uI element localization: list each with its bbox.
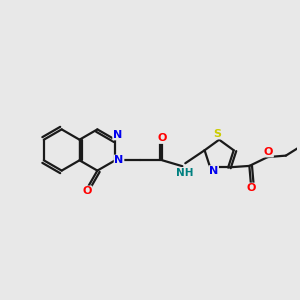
Text: O: O <box>82 186 92 196</box>
Text: O: O <box>246 183 256 193</box>
Text: N: N <box>209 166 218 176</box>
Text: S: S <box>214 129 222 139</box>
Text: O: O <box>264 147 273 157</box>
Text: N: N <box>113 130 122 140</box>
Text: N: N <box>114 155 124 165</box>
Text: NH: NH <box>176 168 194 178</box>
Text: O: O <box>158 133 167 143</box>
